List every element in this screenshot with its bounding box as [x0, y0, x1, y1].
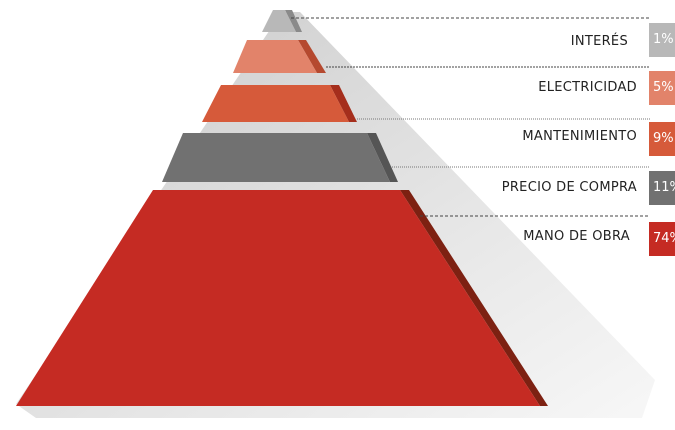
label-mantenimiento: MANTENIMIENTO: [522, 129, 637, 144]
apex-block: [262, 10, 296, 32]
electricidad-side: [298, 40, 326, 73]
mano-de-obra-side: [400, 190, 548, 406]
mano-de-obra-block: [16, 190, 540, 406]
label-precio-de-compra: PRECIO DE COMPRA: [501, 180, 637, 195]
mantenimiento-side: [330, 85, 357, 122]
badge-mantenimiento: 9%: [649, 122, 675, 156]
badge-precio-de-compra: 11%: [649, 171, 675, 205]
label-mano-de-obra: MANO DE OBRA: [523, 229, 630, 244]
electricidad-block: [233, 40, 317, 73]
badge-interes: 1%: [649, 23, 675, 57]
mantenimiento-block: [202, 85, 349, 122]
precio-side: [367, 133, 398, 182]
badge-electricidad: 5%: [649, 71, 675, 105]
badge-mano-de-obra: 74%: [649, 222, 675, 256]
label-interes: INTERÉS: [570, 34, 628, 49]
precio-block: [162, 133, 390, 182]
apex-side: [285, 10, 302, 32]
label-electricidad: ELECTRICIDAD: [538, 80, 637, 95]
